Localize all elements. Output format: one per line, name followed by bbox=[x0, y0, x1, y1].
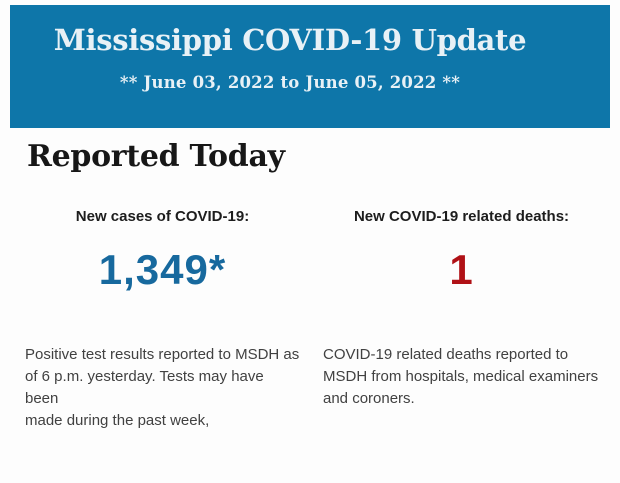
stat-new-deaths: New COVID-19 related deaths: 1 COVID-19 … bbox=[323, 208, 600, 432]
date-range: ** June 03, 2022 to June 05, 2022 ** bbox=[119, 73, 461, 93]
new-cases-label: New cases of COVID-19: bbox=[75, 208, 250, 225]
stats-grid: New cases of COVID-19: 1,349* Positive t… bbox=[25, 208, 600, 432]
new-cases-note: Positive test results reported to MSDH a… bbox=[25, 346, 300, 429]
new-deaths-note: COVID-19 related deaths reported to MSDH… bbox=[323, 346, 599, 407]
page-title: Mississippi COVID-19 Update bbox=[53, 23, 527, 57]
header-banner: Mississippi COVID-19 Update ** June 03, … bbox=[10, 5, 610, 128]
new-deaths-value: 1 bbox=[449, 246, 474, 293]
reported-today-heading: Reported Today bbox=[27, 139, 285, 174]
stat-new-cases: New cases of COVID-19: 1,349* Positive t… bbox=[25, 208, 300, 432]
new-deaths-label: New COVID-19 related deaths: bbox=[353, 208, 570, 225]
new-cases-value: 1,349* bbox=[98, 246, 227, 293]
